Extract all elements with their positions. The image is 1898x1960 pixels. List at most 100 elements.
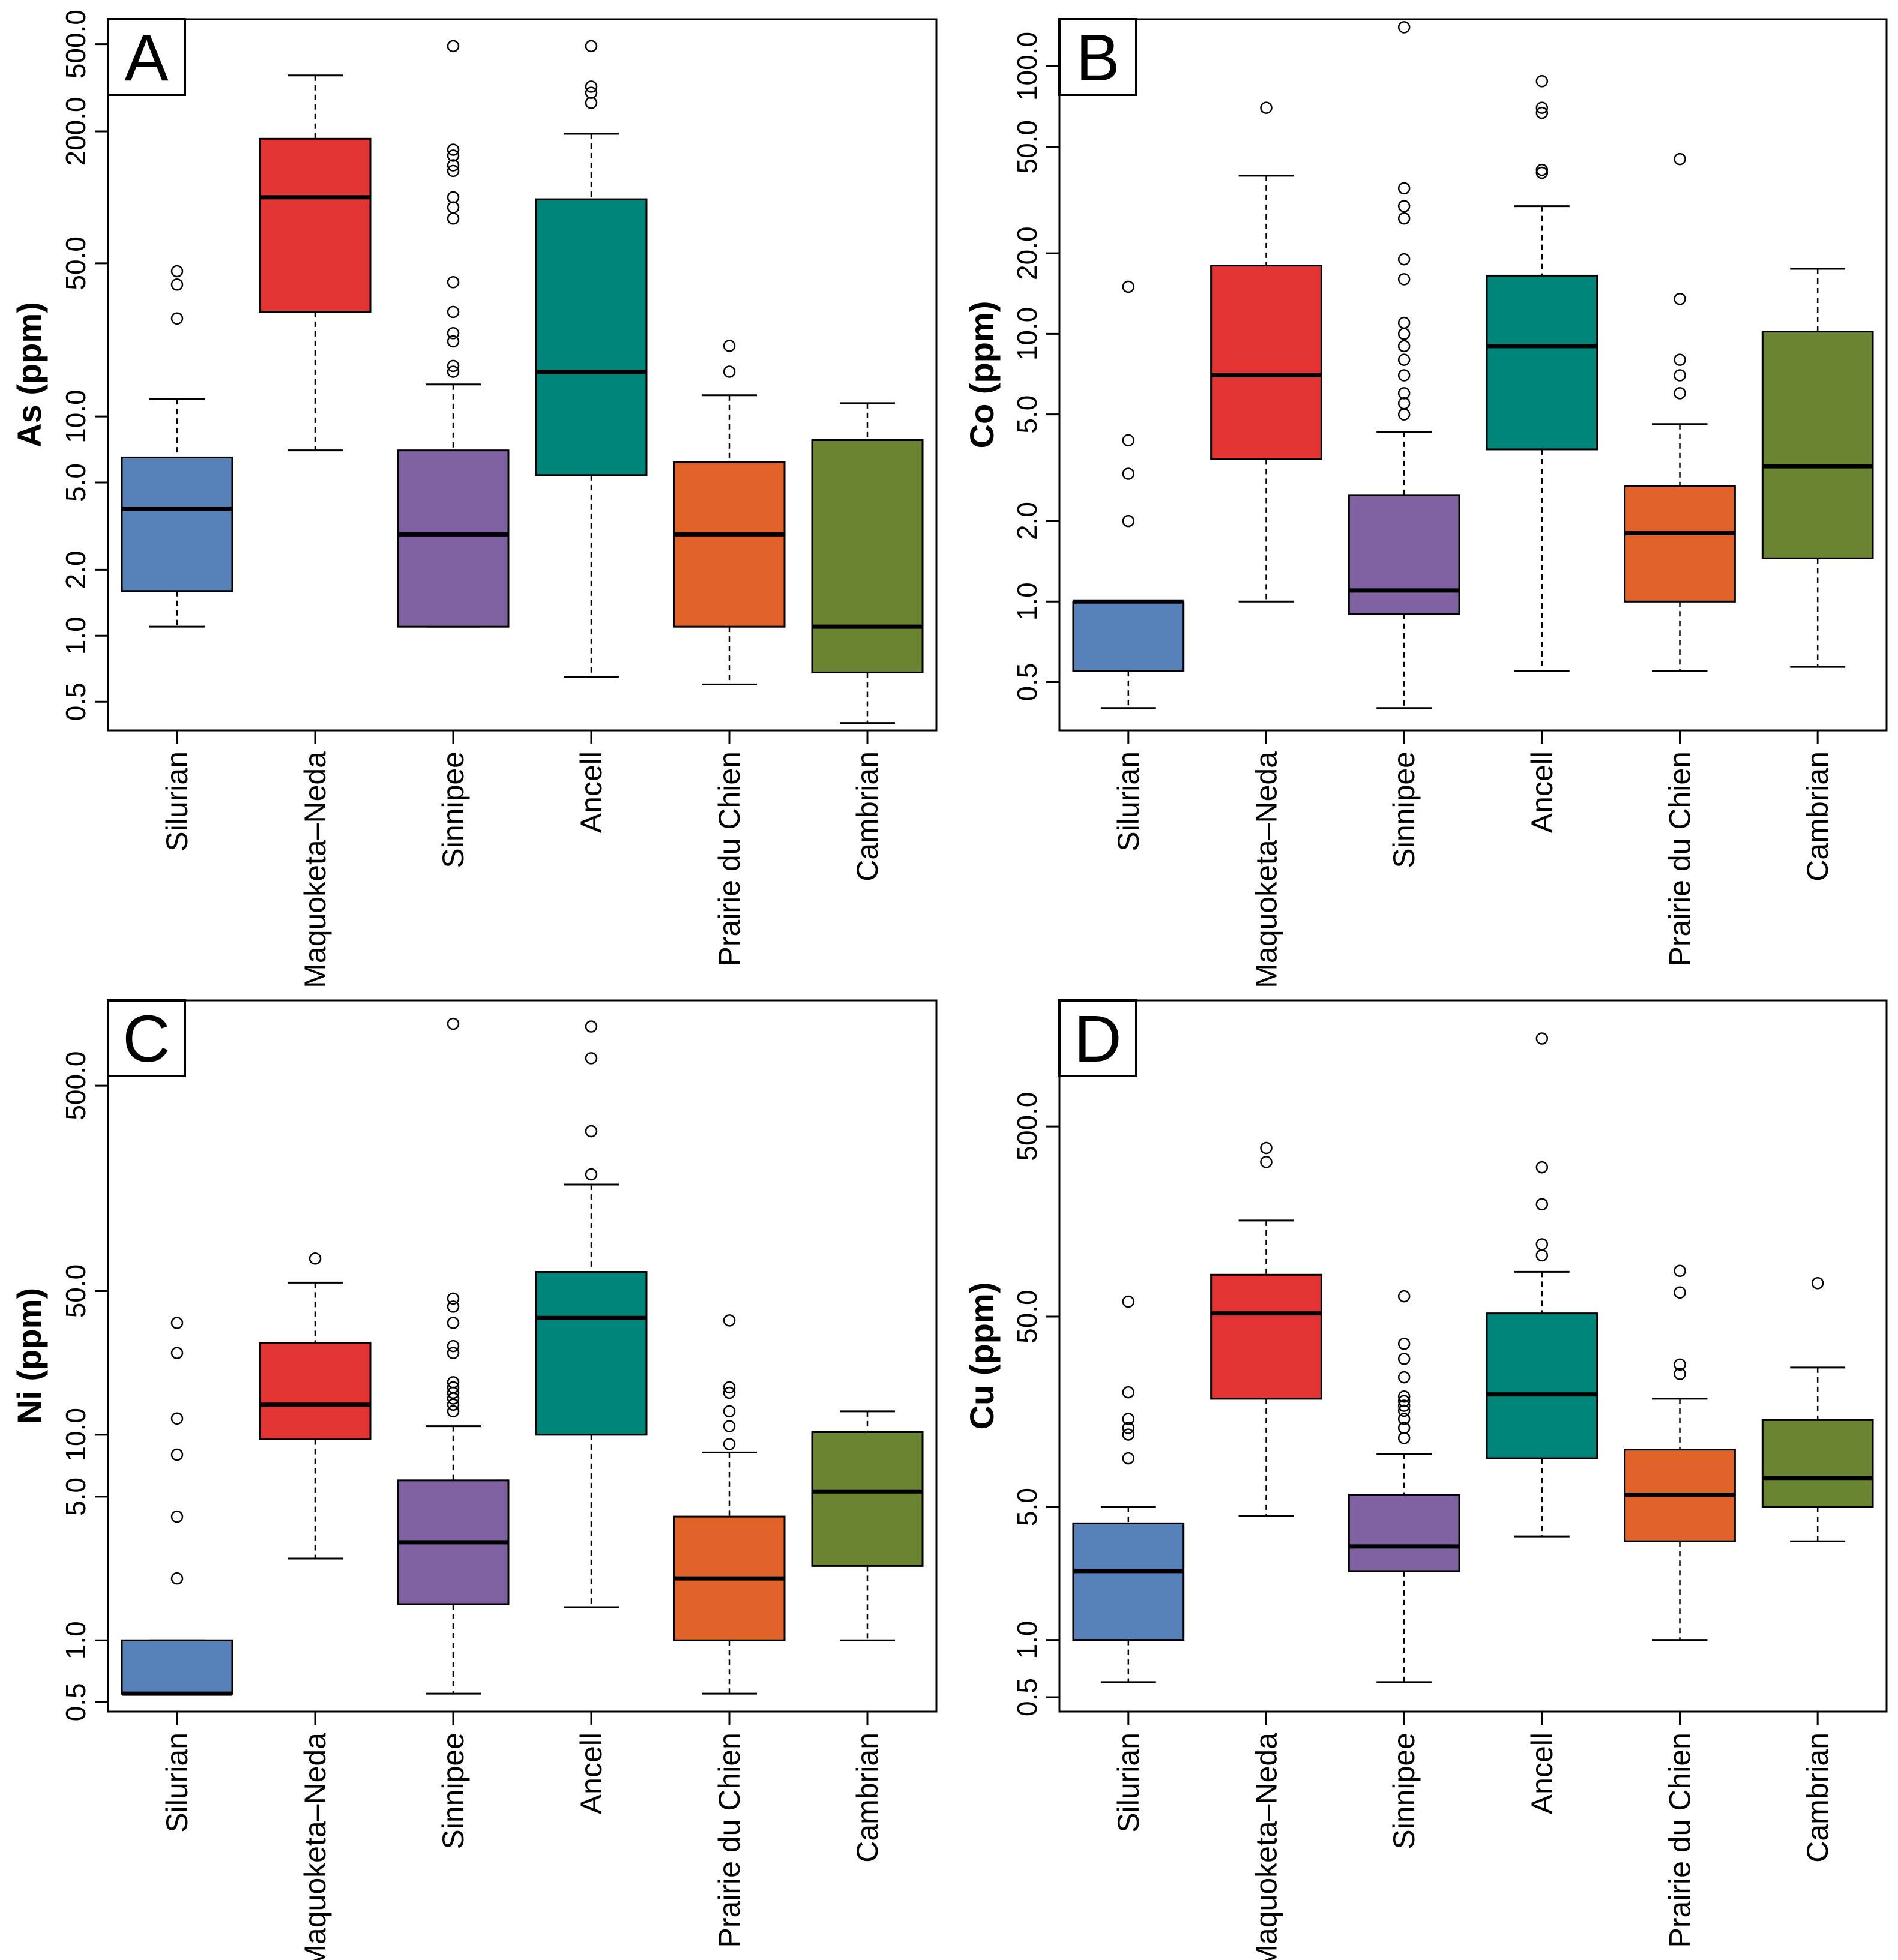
panel-a-outlier-sinnipee (447, 149, 460, 162)
panel-a-box-prairie-du-chien (673, 461, 786, 628)
panel-c-box-maquoketa-neda (259, 1342, 372, 1440)
panel-c-outlier-ancell (585, 1168, 598, 1181)
panel-a-outlier-sinnipee (447, 212, 460, 225)
panel-c-outlier-sinnipee (447, 1339, 460, 1353)
panel-b-outlier-sinnipee (1397, 340, 1411, 353)
panel-d-box-ancell (1486, 1312, 1598, 1459)
panel-b-outlier-ancell (1535, 75, 1549, 88)
panel-d-outlier-silurian (1122, 1422, 1135, 1434)
panel-d-x-tick-label-sinnipee: Sinnipee (1387, 1733, 1421, 1850)
panel-c-y-tick-label: 50.0 (60, 1264, 91, 1318)
panel-c-outlier-sinnipee (447, 1317, 460, 1329)
panel-c-outlier-prairie-du-chien (723, 1386, 736, 1399)
panel-d-outlier-sinnipee (1397, 1422, 1411, 1434)
panel-c-box-ancell (535, 1271, 648, 1436)
panel-d-outlier-sinnipee (1397, 1399, 1411, 1412)
panel-a-outlier-ancell (585, 40, 598, 53)
panel-d-outlier-sinnipee (1397, 1338, 1411, 1350)
panel-a-outlier-sinnipee (447, 335, 460, 348)
panel-c-x-tick-label-sinnipee: Sinnipee (436, 1733, 470, 1850)
panel-b-outlier-silurian (1122, 514, 1135, 528)
panel-b-outlier-sinnipee (1397, 253, 1411, 266)
panel-a-y-tick-label: 200.0 (60, 97, 91, 166)
panel-a-y-tick-label: 5.0 (60, 463, 91, 502)
panel-b-y-tick-label: 100.0 (1011, 32, 1043, 101)
panel-a-box-cambrian (811, 439, 924, 673)
panel-b-outlier-prairie-du-chien (1674, 353, 1686, 366)
panel-c-outlier-prairie-du-chien (723, 1438, 736, 1450)
panel-d-x-tick-label-prairie-du-chien: Prairie du Chien (1663, 1733, 1697, 1948)
panel-a-y-tick-label: 10.0 (60, 389, 91, 443)
panel-c-y-tick-label: 0.5 (60, 1683, 91, 1721)
panel-d-x-tick-label-cambrian: Cambrian (1801, 1733, 1834, 1863)
panel-c-frame (107, 999, 938, 1713)
panel-a-outlier-sinnipee (447, 276, 460, 289)
panel-c-y-tick-label: 5.0 (60, 1478, 91, 1516)
panel-c-box-cambrian (811, 1431, 924, 1567)
panel-d-outlier-maquoketa-neda (1260, 1141, 1273, 1155)
panel-c-outlier-maquoketa-neda (309, 1252, 322, 1265)
panel-c-x-tick-label-cambrian: Cambrian (851, 1733, 884, 1863)
panel-d-outlier-prairie-du-chien (1674, 1358, 1686, 1371)
panel-a-y-tick-label: 50.0 (60, 236, 91, 290)
panel-a-box-sinnipee (397, 449, 510, 628)
panel-a-outlier-ancell (585, 80, 598, 93)
panel-a-outlier-sinnipee (447, 365, 460, 378)
panel-a-x-tick-label-maquoketa-neda: Maquoketa–Neda (298, 751, 332, 988)
panel-c-outlier-ancell (585, 1020, 598, 1033)
panel-a-x-tick-label-cambrian: Cambrian (851, 751, 884, 882)
panel-c-outlier-sinnipee (447, 1376, 460, 1389)
panel-c-y-axis-label: Ni (ppm) (10, 1288, 48, 1424)
panel-b-outlier-sinnipee (1397, 182, 1411, 195)
panel-d-outlier-ancell (1535, 1161, 1549, 1174)
panel-b-y-tick-label: 1.0 (1011, 582, 1043, 621)
panel-b-outlier-silurian (1122, 467, 1135, 480)
panel-c-x-tick-label-ancell: Ancell (574, 1733, 608, 1814)
panel-d-outlier-prairie-du-chien (1674, 1368, 1686, 1380)
panel-a-outlier-silurian (170, 312, 184, 325)
panel-a-outlier-sinnipee (447, 191, 460, 204)
panel-c-outlier-sinnipee (447, 1292, 460, 1305)
panel-b-outlier-sinnipee (1397, 212, 1411, 225)
panel-d-outlier-prairie-du-chien (1674, 1264, 1686, 1278)
panel-a-x-tick-label-silurian: Silurian (160, 751, 194, 852)
panel-b-outlier-sinnipee (1397, 408, 1411, 421)
panel-b-outlier-sinnipee (1397, 273, 1411, 286)
panel-b-y-tick-label: 50.0 (1011, 120, 1043, 174)
panel-b-outlier-sinnipee (1397, 369, 1411, 382)
panel-b-outlier-prairie-du-chien (1674, 387, 1686, 400)
panel-c-x-tick-label-silurian: Silurian (160, 1733, 194, 1833)
panel-d-outlier-maquoketa-neda (1260, 1156, 1273, 1168)
panel-b-outlier-ancell (1535, 106, 1549, 119)
panel-c-outlier-prairie-du-chien (723, 1405, 736, 1418)
panel-d-outlier-silurian (1122, 1295, 1135, 1308)
panel-d-outlier-sinnipee (1397, 1395, 1411, 1407)
panel-b-outlier-sinnipee (1397, 200, 1411, 212)
panel-d-box-maquoketa-neda (1210, 1273, 1322, 1400)
panel-d-y-tick-label: 1.0 (1011, 1621, 1043, 1659)
panel-a-x-tick-label-prairie-du-chien: Prairie du Chien (713, 751, 746, 967)
panel-b-outlier-sinnipee (1397, 21, 1411, 34)
panel-a-box-silurian (121, 456, 233, 592)
panel-a-outlier-prairie-du-chien (723, 340, 736, 352)
panel-b-outlier-sinnipee (1397, 316, 1411, 329)
panel-d-outlier-cambrian (1811, 1276, 1824, 1290)
panel-b-outlier-maquoketa-neda (1260, 101, 1273, 114)
panel-a-outlier-sinnipee (447, 143, 460, 156)
panel-a-outlier-sinnipee (447, 40, 460, 53)
panel-b-outlier-ancell (1535, 163, 1549, 176)
panel-a-box-ancell (535, 198, 648, 476)
panel-b-box-sinnipee (1348, 494, 1460, 615)
panel-c-y-tick-label: 500.0 (60, 1051, 91, 1120)
panel-d-y-tick-label: 0.5 (1011, 1678, 1043, 1716)
panel-c-box-silurian (121, 1639, 233, 1695)
panel-d-outlier-silurian (1122, 1428, 1135, 1441)
panel-d: D Cu (ppm) 0.5 1.0 5.0 50.0 500.0 Silurian Maq… (963, 999, 1888, 1960)
panel-d-outlier-ancell (1535, 1198, 1549, 1210)
panel-d-outlier-silurian (1122, 1386, 1135, 1399)
panel-b-outlier-prairie-du-chien (1674, 293, 1686, 305)
panel-a: A As (ppm) 0.5 1.0 2.0 5.0 10.0 50.0 200.0 500.… (10, 10, 938, 988)
panel-b-outlier-ancell (1535, 101, 1549, 114)
panel-d-y-tick-label: 500.0 (1011, 1092, 1043, 1161)
